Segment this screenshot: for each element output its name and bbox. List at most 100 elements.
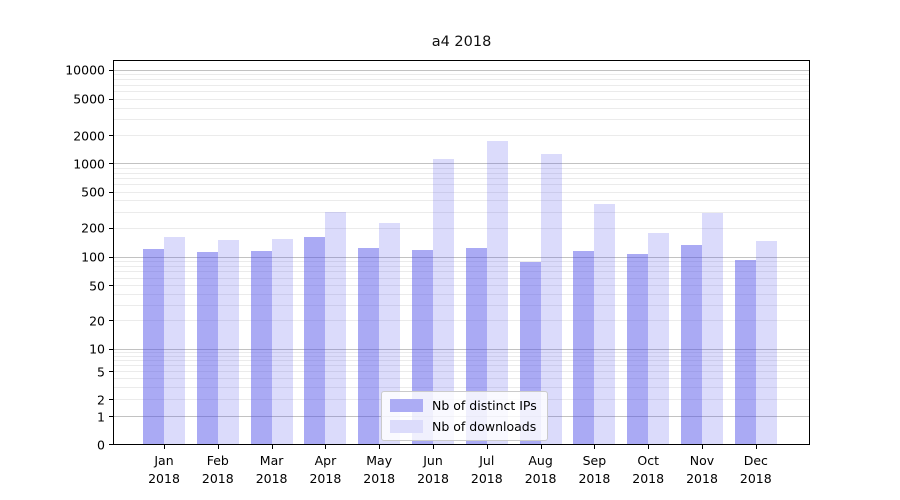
grid-line-minor bbox=[114, 260, 809, 262]
grid-line-minor bbox=[114, 119, 809, 120]
bar-distinct-ips-nov bbox=[681, 244, 702, 444]
x-axis-tick bbox=[594, 444, 596, 449]
bar-distinct-ips-mar bbox=[250, 250, 272, 444]
legend-entry-distinct-ips: Nb of distinct IPs bbox=[390, 398, 537, 413]
y-axis-tick bbox=[109, 227, 114, 229]
y-axis-tick bbox=[109, 371, 114, 373]
bar-downloads-feb bbox=[217, 240, 239, 444]
grid-line-minor bbox=[114, 277, 809, 279]
grid-line-minor bbox=[114, 167, 809, 169]
x-axis-tick bbox=[540, 444, 542, 449]
grid-line-minor bbox=[114, 386, 809, 388]
grid-line-major bbox=[114, 256, 809, 258]
x-tick-label-oct: Oct 2018 bbox=[632, 453, 665, 487]
grid-line-minor bbox=[114, 191, 809, 193]
bar-distinct-ips-may bbox=[358, 247, 380, 444]
grid-line-minor bbox=[114, 265, 809, 267]
y-axis-tick bbox=[109, 399, 114, 401]
bar-downloads-aug bbox=[540, 153, 562, 444]
grid-line-minor bbox=[114, 184, 809, 186]
x-tick-label-may: May 2018 bbox=[363, 453, 396, 487]
y-axis-tick bbox=[109, 191, 114, 193]
grid-line-minor bbox=[114, 200, 809, 202]
bar-distinct-ips-sep bbox=[573, 251, 595, 444]
grid-line-minor bbox=[114, 271, 809, 273]
y-tick-label: 10 bbox=[89, 341, 105, 357]
bar-downloads-sep bbox=[594, 204, 616, 444]
grid-line-minor bbox=[114, 107, 809, 109]
y-tick-label: 5000 bbox=[73, 91, 105, 107]
grid-line-minor bbox=[114, 177, 809, 179]
y-tick-label: 20 bbox=[89, 313, 105, 329]
y-axis-tick bbox=[109, 444, 114, 445]
x-axis-tick bbox=[271, 444, 273, 449]
x-axis-tick bbox=[755, 444, 757, 449]
y-tick-label: 1 bbox=[97, 409, 105, 424]
y-axis-tick bbox=[109, 163, 114, 165]
bar-downloads-jan bbox=[164, 236, 185, 444]
grid-line-minor bbox=[114, 320, 809, 322]
bar-downloads-nov bbox=[702, 213, 723, 444]
legend: Nb of distinct IPs Nb of downloads bbox=[381, 391, 548, 441]
legend-label-downloads: Nb of downloads bbox=[432, 419, 537, 434]
y-axis-tick bbox=[109, 98, 114, 100]
grid-line-minor bbox=[114, 371, 809, 373]
grid-line-minor bbox=[114, 227, 809, 229]
y-tick-label: 500 bbox=[81, 184, 105, 200]
x-tick-label-feb: Feb 2018 bbox=[201, 453, 234, 487]
y-axis-tick bbox=[109, 69, 114, 71]
x-axis-tick bbox=[164, 444, 165, 449]
grid-line-minor bbox=[114, 135, 809, 137]
grid-line-minor bbox=[114, 352, 809, 353]
y-axis-tick bbox=[109, 285, 114, 286]
plot-area: 0 1 2 5 10 20 50 100 200 500 1000 2000 5000 10000 Jan … bbox=[65, 60, 810, 486]
grid-line-minor bbox=[114, 211, 809, 213]
x-axis-tick bbox=[486, 444, 488, 449]
y-tick-label: 1000 bbox=[73, 156, 105, 172]
bar-distinct-ips-oct bbox=[627, 253, 649, 444]
x-axis-tick bbox=[433, 444, 434, 449]
y-tick-label: 5 bbox=[97, 364, 105, 380]
bar-downloads-dec bbox=[755, 240, 777, 444]
y-tick-label: 50 bbox=[89, 278, 105, 293]
bar-distinct-ips-feb bbox=[196, 251, 218, 444]
y-tick-label: 10000 bbox=[65, 62, 105, 78]
y-tick-label: 100 bbox=[81, 249, 105, 265]
grid-line-minor bbox=[114, 365, 809, 367]
grid-line-minor bbox=[114, 98, 809, 100]
bar-distinct-ips-apr bbox=[304, 236, 326, 444]
bar-downloads-mar bbox=[271, 239, 293, 444]
y-tick-label: 0 bbox=[97, 437, 105, 452]
y-tick-label: 200 bbox=[81, 220, 105, 236]
grid-line-minor bbox=[114, 355, 809, 357]
x-tick-label-aug: Aug 2018 bbox=[524, 453, 557, 487]
grid-line-minor bbox=[114, 304, 809, 306]
legend-entry-downloads: Nb of downloads bbox=[390, 419, 537, 434]
grid-line-major bbox=[114, 69, 809, 71]
bar-distinct-ips-dec bbox=[734, 259, 756, 444]
x-tick-label-mar: Mar 2018 bbox=[255, 453, 288, 487]
x-tick-label-jun: Jun 2018 bbox=[417, 453, 449, 487]
y-axis-tick bbox=[109, 256, 114, 258]
x-axis-tick bbox=[648, 444, 650, 449]
grid-line-minor bbox=[114, 293, 809, 295]
y-axis-tick bbox=[109, 135, 114, 137]
grid-line-minor bbox=[114, 172, 809, 174]
grid-line-minor bbox=[114, 79, 809, 80]
grid-line-minor bbox=[114, 84, 809, 86]
x-tick-label-apr: Apr 2018 bbox=[309, 453, 342, 487]
x-tick-label-nov: Nov 2018 bbox=[686, 453, 718, 487]
legend-label-distinct-ips: Nb of distinct IPs bbox=[432, 398, 537, 413]
grid-line-minor bbox=[114, 91, 809, 92]
bar-downloads-apr bbox=[325, 211, 347, 444]
x-axis-tick bbox=[702, 444, 703, 449]
grid-line-minor bbox=[114, 360, 809, 362]
legend-swatch-downloads bbox=[390, 420, 423, 433]
bar-downloads-may bbox=[379, 223, 401, 444]
y-axis-tick bbox=[109, 348, 114, 350]
x-tick-label-sep: Sep 2018 bbox=[578, 453, 611, 487]
y-axis-tick bbox=[109, 416, 114, 417]
bar-downloads-oct bbox=[648, 233, 670, 444]
y-tick-label: 2000 bbox=[73, 128, 105, 144]
